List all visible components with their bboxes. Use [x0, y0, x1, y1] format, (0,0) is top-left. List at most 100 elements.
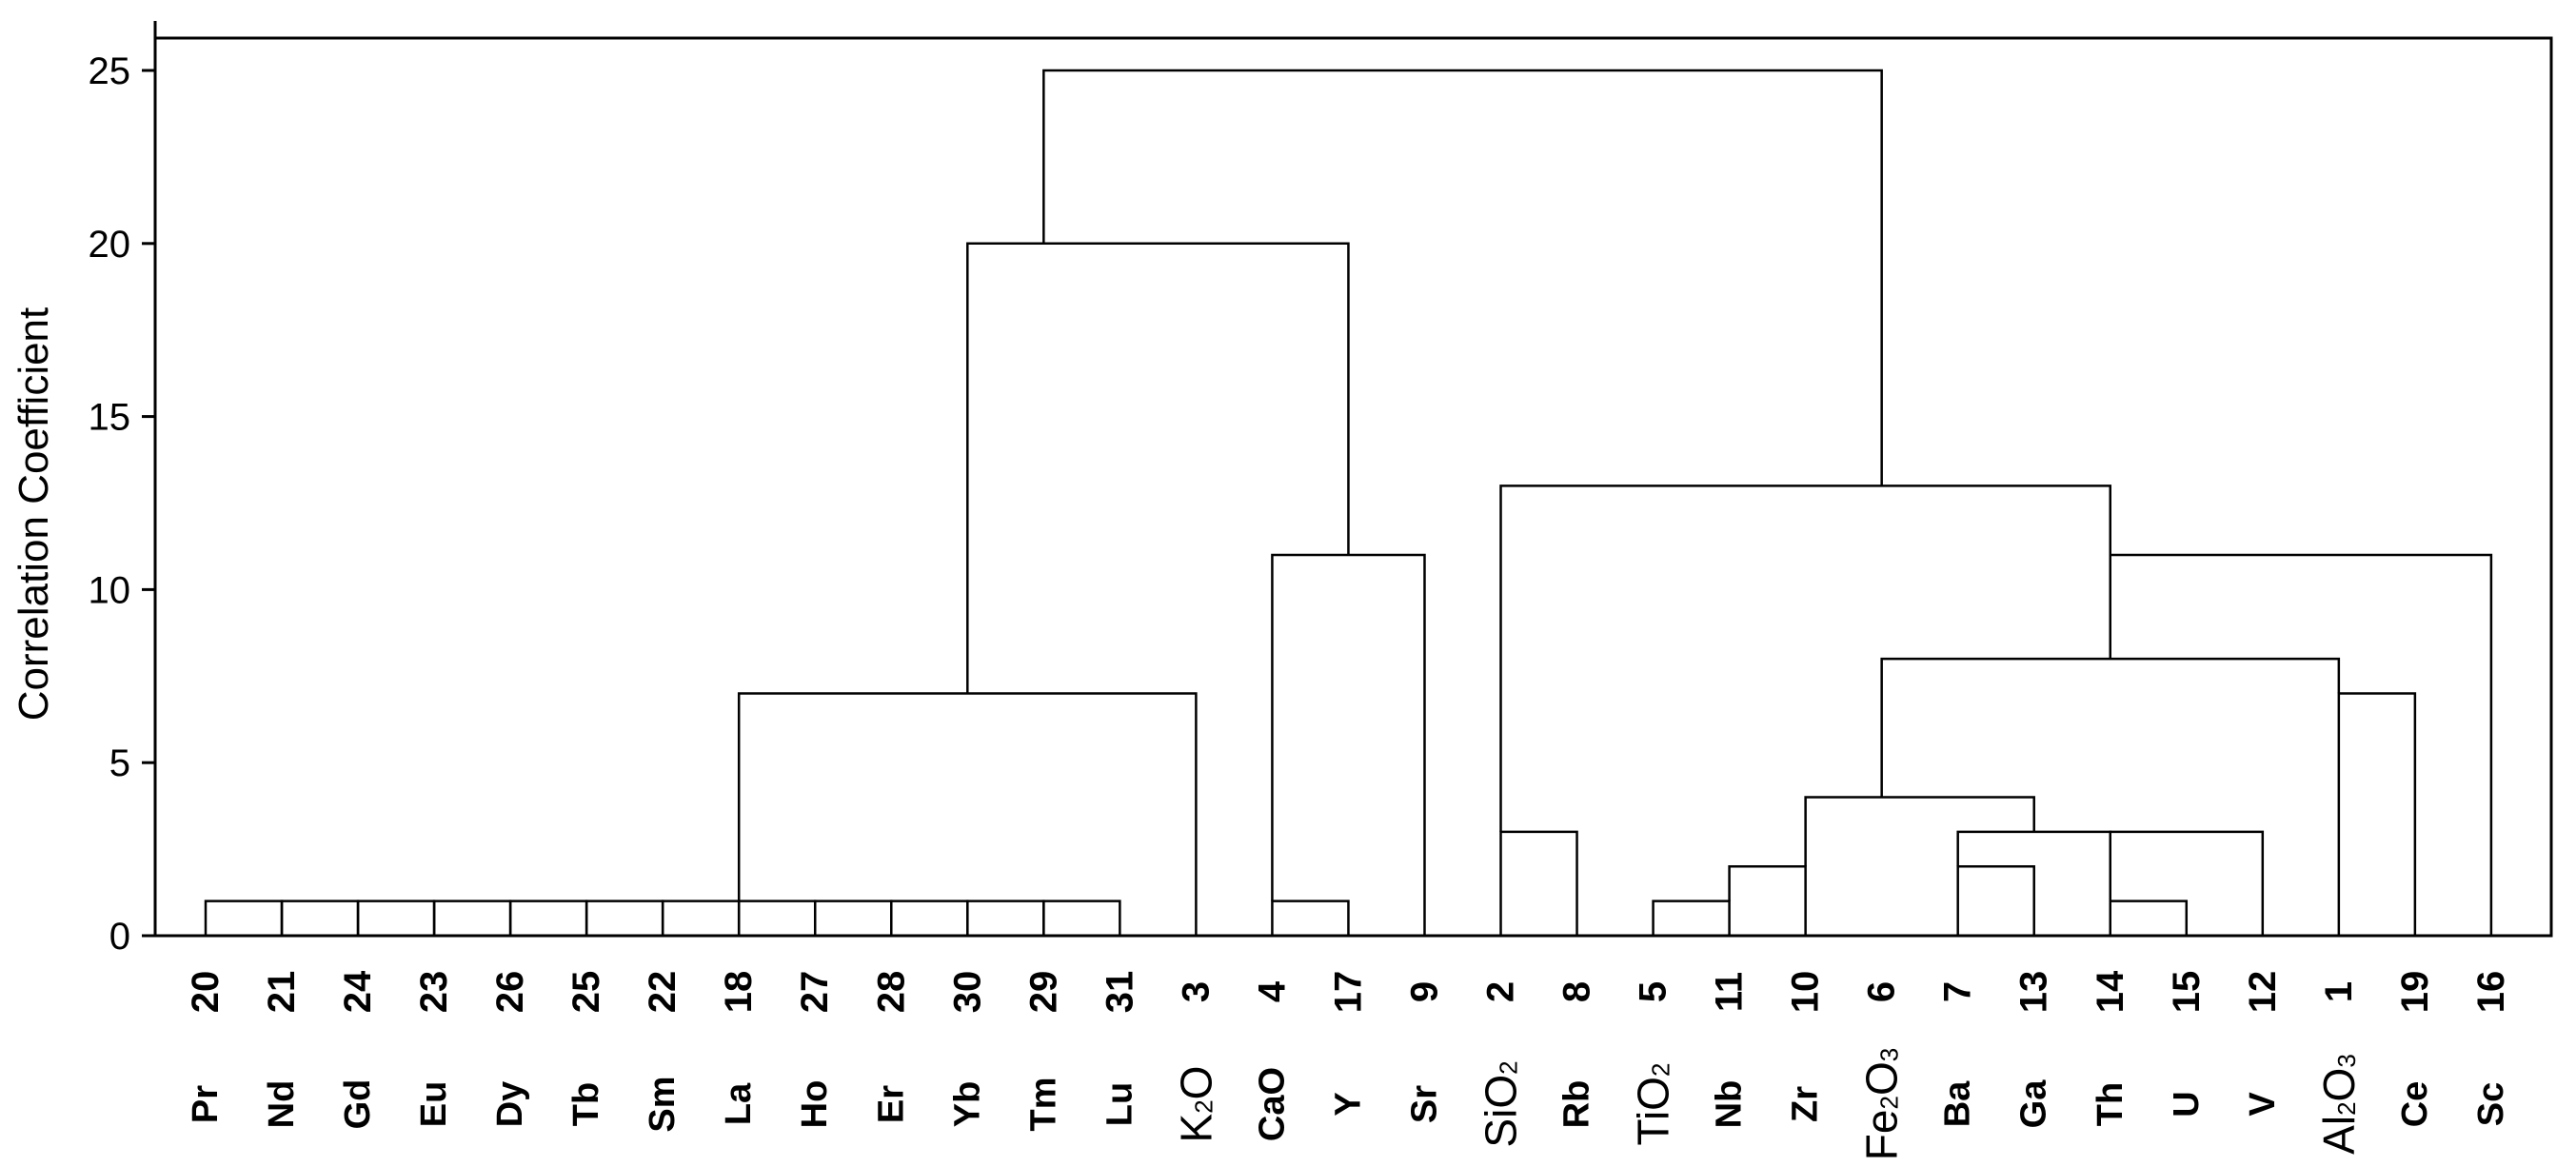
leaf-element-label: Tb [566, 1082, 606, 1126]
leaf-number-label: 15 [2166, 971, 2208, 1014]
dendrogram-link [1956, 865, 2035, 936]
leaf-element-label: Sm [643, 1076, 683, 1132]
leaf-number-label: 13 [2013, 971, 2055, 1014]
plot-frame [153, 21, 2553, 938]
leaf-element-label: SiO2 [1476, 1060, 1526, 1147]
leaf-element-label: Ce [2395, 1081, 2435, 1128]
dendrogram-link [966, 242, 1350, 694]
y-tick-label: 25 [89, 50, 131, 92]
leaf-number-label: 21 [261, 971, 303, 1014]
dendrogram-link [1271, 553, 1426, 936]
leaf-number-label: 19 [2394, 971, 2436, 1014]
leaf-number-label: 5 [1633, 981, 1674, 1002]
dendrogram-link [432, 900, 512, 936]
dendrogram-links [204, 69, 2493, 936]
leaf-number-label: 11 [1709, 972, 1751, 1012]
leaf-element-label: Pr [186, 1085, 226, 1123]
dendrogram-link [661, 900, 741, 936]
dendrogram-link [2109, 553, 2493, 936]
y-tick-label: 5 [109, 742, 130, 784]
leaf-element-label: V [2243, 1092, 2283, 1117]
leaf-number-label: 28 [870, 971, 912, 1014]
leaf-number-label: 24 [337, 970, 379, 1013]
leaf-element-label: Sr [1404, 1085, 1444, 1123]
leaf-number-labels: 20 21 24 23 26 25 22 18 27 28 30 29 31 3 4 17 9 2 8 5 11 10 6 7… [185, 970, 2512, 1013]
dendrogram-link [1880, 657, 2341, 798]
leaf-element-label: TiO2 [1629, 1063, 1678, 1146]
y-axis: 0 5 10 15 20 25 [89, 50, 155, 958]
leaf-number-label: 18 [718, 971, 760, 1014]
leaf-number-label: 4 [1251, 980, 1293, 1002]
leaf-element-label: Nd [262, 1080, 302, 1129]
y-tick-label: 15 [89, 397, 131, 439]
leaf-number-label: 7 [1937, 981, 1979, 1002]
y-tick-label: 20 [89, 224, 131, 266]
leaf-element-label: CaO [1252, 1067, 1292, 1141]
leaf-element-label: Ba [1938, 1080, 1978, 1127]
leaf-number-label: 10 [1785, 971, 1827, 1014]
leaf-element-label: Yb [947, 1081, 987, 1128]
leaf-element-labels: Pr Nd Gd Eu Dy Tb Sm La Ho Er Yb Tm Lu K2O CaO Y Sr SiO2 R… [186, 1048, 2511, 1160]
leaf-number-label: 3 [1175, 981, 1217, 1002]
y-tick-label: 0 [109, 916, 130, 958]
dendrogram-link [1652, 900, 1731, 936]
dendrogram-link [1499, 485, 2111, 832]
leaf-element-label: Er [871, 1085, 911, 1123]
leaf-number-label: 29 [1022, 971, 1064, 1014]
leaf-element-label: Nb [1710, 1080, 1750, 1129]
dendrogram-link [813, 900, 893, 936]
dendrogram-link [1271, 900, 1350, 936]
leaf-number-label: 17 [1327, 971, 1369, 1014]
dendrogram-link [508, 900, 588, 936]
dendrogram-link [585, 900, 664, 936]
dendrogram-link [1042, 69, 1883, 486]
leaf-element-label: Y [1328, 1092, 1368, 1116]
leaf-number-label: 9 [1403, 981, 1445, 1002]
leaf-number-label: 30 [946, 971, 988, 1014]
leaf-element-label: Eu [414, 1081, 454, 1128]
dendrogram-link [204, 900, 284, 936]
dendrogram-link [1728, 865, 1807, 936]
y-tick-label: 10 [89, 569, 131, 611]
leaf-number-label: 12 [2242, 971, 2284, 1014]
leaf-element-label: Zr [1786, 1086, 1826, 1122]
leaf-element-label: Tm [1023, 1078, 1063, 1132]
leaf-number-label: 26 [489, 971, 531, 1014]
dendrogram-link [2109, 830, 2265, 936]
y-axis-label: Correlation Coefficient [10, 307, 57, 722]
leaf-number-label: 2 [1480, 981, 1522, 1002]
leaf-element-label: Dy [490, 1081, 530, 1128]
leaf-element-label: Th [2091, 1082, 2130, 1126]
leaf-number-label: 16 [2470, 971, 2512, 1014]
dendrogram-link [1804, 796, 2035, 867]
leaf-element-label: Al2O3 [2314, 1054, 2364, 1155]
dendrogram-link [890, 900, 969, 936]
leaf-element-label: Fe2O3 [1857, 1048, 1907, 1160]
dendrogram-link [280, 900, 360, 936]
leaf-number-label: 20 [185, 971, 227, 1014]
leaf-element-label: Sc [2471, 1082, 2511, 1126]
dendrogram-link [2109, 900, 2189, 936]
leaf-number-label: 8 [1556, 981, 1598, 1002]
leaf-number-label: 25 [565, 971, 607, 1014]
dendrogram-link [737, 692, 1198, 936]
leaf-element-label: Lu [1100, 1082, 1139, 1126]
leaf-number-label: 27 [794, 971, 836, 1014]
leaf-element-label: Gd [338, 1079, 378, 1130]
leaf-number-label: 22 [642, 971, 684, 1014]
leaf-number-label: 1 [2318, 981, 2360, 1002]
leaf-element-label: Ho [795, 1080, 835, 1129]
plot-border [153, 36, 2553, 938]
dendrogram-link [737, 900, 817, 936]
dendrogram-link [1042, 900, 1121, 936]
dendrogram-link [2337, 692, 2417, 936]
leaf-element-label: K2O [1171, 1066, 1220, 1143]
leaf-number-label: 14 [2090, 970, 2131, 1013]
leaf-element-label: U [2167, 1091, 2207, 1117]
leaf-number-label: 23 [413, 971, 455, 1014]
leaf-element-label: Ga [2014, 1079, 2054, 1129]
dendrogram-link [1499, 830, 1578, 936]
dendrogram-link [356, 900, 436, 936]
leaf-number-label: 6 [1861, 981, 1903, 1002]
